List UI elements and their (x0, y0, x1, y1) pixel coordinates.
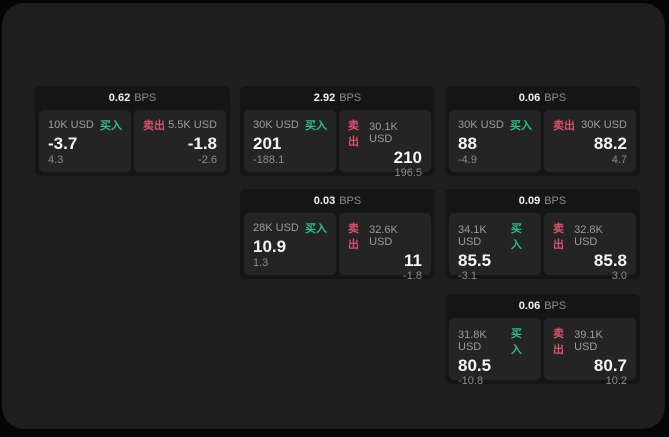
card-header: 0.03 BPS (240, 189, 435, 213)
sell-notional: 32.8K USD (574, 224, 603, 248)
buy-price: 85.5 (458, 251, 492, 270)
bps-unit: BPS (544, 92, 567, 104)
sell-side-label: 卖出 (553, 328, 564, 356)
bps-unit: BPS (134, 92, 157, 104)
buy-panel[interactable]: 28K USD 买入 10.9 1.3 (244, 213, 336, 275)
buy-side-label: 买入 (100, 120, 122, 132)
quote-card: 0.06 BPS 31.8K USD 买入 80.5 -10.8 卖出 39.1… (445, 294, 640, 387)
buy-panel[interactable]: 10K USD 买入 -3.7 4.3 (39, 110, 131, 172)
sell-side-label: 卖出 (348, 223, 359, 251)
buy-notional: 10K USD (48, 119, 94, 131)
sell-side-label: 卖出 (553, 120, 575, 132)
bps-value: 0.03 (313, 195, 336, 207)
buy-notional: 31.8K USD (458, 329, 487, 353)
buy-delta: 1.3 (253, 257, 269, 269)
buy-price: 88 (458, 133, 477, 153)
quote-card: 2.92 BPS 30K USD 买入 201 -188.1 卖出 30.1K … (240, 86, 435, 179)
sell-side-label: 卖出 (143, 120, 165, 132)
bps-unit: BPS (544, 300, 567, 312)
buy-panel[interactable]: 30K USD 买入 201 -188.1 (244, 110, 336, 172)
buy-notional: 28K USD (253, 222, 299, 234)
bps-value: 0.06 (518, 92, 541, 104)
sell-price: 11 (404, 251, 422, 270)
buy-price: -3.7 (48, 133, 78, 153)
sell-notional: 39.1K USD (574, 329, 603, 353)
card-header: 0.06 BPS (445, 86, 640, 110)
bps-unit: BPS (339, 195, 362, 207)
bps-value: 2.92 (313, 92, 336, 104)
sell-notional: 32.6K USD (369, 224, 398, 248)
buy-price: 80.5 (458, 356, 492, 375)
sell-delta: -2.6 (198, 154, 217, 166)
buy-panel[interactable]: 30K USD 买入 88 -4.9 (449, 110, 541, 172)
panels-row: 10K USD 买入 -3.7 4.3 卖出 5.5K USD -1.8 -2.… (35, 110, 230, 172)
sell-panel[interactable]: 卖出 32.6K USD 11 -1.8 (339, 213, 431, 282)
card-header: 0.09 BPS (445, 189, 640, 213)
sell-side-label: 卖出 (348, 120, 359, 148)
app-window: 0.62 BPS 10K USD 买入 -3.7 4.3 卖出 5.5K USD… (2, 3, 665, 429)
sell-notional: 5.5K USD (168, 119, 217, 131)
bps-value: 0.09 (518, 195, 541, 207)
sell-notional: 30K USD (581, 119, 627, 131)
buy-notional: 34.1K USD (458, 224, 487, 248)
sell-panel[interactable]: 卖出 39.1K USD 80.7 10.2 (544, 318, 636, 387)
buy-panel[interactable]: 34.1K USD 买入 85.5 -3.1 (449, 213, 541, 282)
bps-value: 0.62 (108, 92, 131, 104)
buy-side-label: 买入 (305, 120, 327, 132)
bps-unit: BPS (544, 195, 567, 207)
buy-side-label: 买入 (305, 223, 327, 235)
panels-row: 28K USD 买入 10.9 1.3 卖出 32.6K USD 11 -1.8 (240, 213, 435, 282)
sell-panel[interactable]: 卖出 30.1K USD 210 196.5 (339, 110, 431, 179)
panels-row: 31.8K USD 买入 80.5 -10.8 卖出 39.1K USD 80.… (445, 318, 640, 387)
sell-price: 88.2 (593, 133, 627, 153)
buy-delta: 4.3 (48, 154, 64, 166)
buy-price: 201 (253, 133, 282, 153)
card-header: 2.92 BPS (240, 86, 435, 110)
buy-side-label: 买入 (510, 223, 522, 251)
buy-side-label: 买入 (510, 120, 532, 132)
sell-panel[interactable]: 卖出 30K USD 88.2 4.7 (544, 110, 636, 172)
sell-delta: 4.7 (611, 154, 627, 166)
sell-price: 80.7 (593, 356, 627, 375)
panels-row: 30K USD 买入 88 -4.9 卖出 30K USD 88.2 4.7 (445, 110, 640, 172)
buy-notional: 30K USD (253, 119, 299, 131)
sell-notional: 30.1K USD (369, 121, 398, 145)
quote-card: 0.03 BPS 28K USD 买入 10.9 1.3 卖出 32.6K US… (240, 189, 435, 282)
sell-delta: 10.2 (605, 375, 627, 387)
buy-side-label: 买入 (510, 328, 522, 356)
quote-card: 0.62 BPS 10K USD 买入 -3.7 4.3 卖出 5.5K USD… (35, 86, 230, 176)
card-header: 0.06 BPS (445, 294, 640, 318)
buy-panel[interactable]: 31.8K USD 买入 80.5 -10.8 (449, 318, 541, 387)
buy-delta: -4.9 (458, 154, 477, 166)
quote-card: 0.09 BPS 34.1K USD 买入 85.5 -3.1 卖出 32.8K… (445, 189, 640, 282)
card-header: 0.62 BPS (35, 86, 230, 110)
buy-price: 10.9 (253, 236, 287, 256)
sell-delta: -1.8 (403, 270, 422, 282)
sell-panel[interactable]: 卖出 32.8K USD 85.8 3.0 (544, 213, 636, 282)
sell-delta: 196.5 (394, 167, 422, 179)
buy-delta: -3.1 (458, 270, 477, 282)
sell-panel[interactable]: 卖出 5.5K USD -1.8 -2.6 (134, 110, 226, 172)
bps-unit: BPS (339, 92, 362, 104)
sell-delta: 3.0 (611, 270, 627, 282)
buy-notional: 30K USD (458, 119, 504, 131)
buy-delta: -188.1 (253, 154, 285, 166)
bps-value: 0.06 (518, 300, 541, 312)
buy-delta: -10.8 (458, 375, 484, 387)
sell-side-label: 卖出 (553, 223, 564, 251)
panels-row: 34.1K USD 买入 85.5 -3.1 卖出 32.8K USD 85.8… (445, 213, 640, 282)
panels-row: 30K USD 买入 201 -188.1 卖出 30.1K USD 210 1… (240, 110, 435, 179)
sell-price: -1.8 (187, 133, 217, 153)
sell-price: 85.8 (593, 251, 627, 270)
quote-card: 0.06 BPS 30K USD 买入 88 -4.9 卖出 30K USD 8… (445, 86, 640, 176)
sell-price: 210 (393, 148, 422, 167)
